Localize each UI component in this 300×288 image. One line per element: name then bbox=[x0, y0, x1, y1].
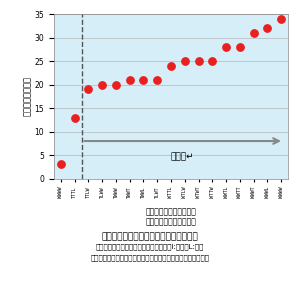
Point bbox=[265, 26, 270, 31]
Text: 図２　冠水域に対する泾灘水の流入回数: 図２ 冠水域に対する泾灘水の流入回数 bbox=[102, 232, 198, 241]
Text: 冠水域↵: 冠水域↵ bbox=[171, 153, 194, 162]
Point bbox=[237, 45, 242, 50]
Text: 水で表したコード。下から順に５・６・８・９月の分類結果。: 水で表したコード。下から順に５・６・８・９月の分類結果。 bbox=[91, 254, 209, 261]
Point bbox=[169, 64, 173, 68]
Point bbox=[86, 87, 91, 92]
Point bbox=[127, 78, 132, 82]
Text: マイクロ波衛星画像から: マイクロ波衛星画像から bbox=[146, 207, 196, 216]
Text: ＊マイクロ波衛星画像の月別分類結果をⅠ:冠水、L:非冠: ＊マイクロ波衛星画像の月別分類結果をⅠ:冠水、L:非冠 bbox=[96, 243, 204, 250]
Point bbox=[100, 82, 105, 87]
Text: 判定した冠水域コード＊: 判定した冠水域コード＊ bbox=[146, 217, 196, 226]
Point bbox=[224, 45, 229, 50]
Point bbox=[196, 59, 201, 64]
Point bbox=[72, 115, 77, 120]
Point bbox=[182, 59, 187, 64]
Y-axis label: 泾灘水の流入回数: 泾灘水の流入回数 bbox=[23, 77, 32, 116]
Point bbox=[113, 82, 118, 87]
Point bbox=[251, 31, 256, 35]
Point bbox=[155, 78, 160, 82]
Point bbox=[141, 78, 146, 82]
Point bbox=[279, 17, 283, 21]
Point bbox=[58, 162, 63, 167]
Point bbox=[210, 59, 215, 64]
